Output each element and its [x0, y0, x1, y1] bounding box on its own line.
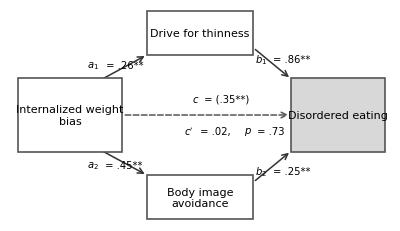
Text: $a_2$: $a_2$ [87, 159, 99, 171]
Text: = .02,: = .02, [197, 127, 234, 137]
Text: $b_1$: $b_1$ [255, 53, 267, 67]
Text: = .26**: = .26** [102, 61, 143, 71]
Text: = .45**: = .45** [102, 160, 143, 170]
Text: Body image
avoidance: Body image avoidance [167, 187, 233, 208]
Text: $a_1$: $a_1$ [87, 60, 99, 72]
FancyBboxPatch shape [147, 12, 253, 55]
Text: = .73: = .73 [254, 127, 285, 137]
Text: $b_2$: $b_2$ [255, 164, 267, 178]
Text: Disordered eating: Disordered eating [288, 110, 388, 121]
FancyBboxPatch shape [147, 176, 253, 219]
FancyBboxPatch shape [18, 79, 122, 152]
Text: = .25**: = .25** [271, 166, 310, 176]
Text: = .86**: = .86** [271, 55, 310, 65]
Text: $c'$: $c'$ [184, 126, 194, 137]
Text: Drive for thinness: Drive for thinness [150, 28, 250, 39]
Text: $c$: $c$ [192, 94, 199, 104]
Text: $p$: $p$ [244, 126, 252, 138]
FancyBboxPatch shape [291, 79, 385, 152]
Text: Internalized weight
bias: Internalized weight bias [16, 105, 124, 126]
Text: = (.35**): = (.35**) [202, 94, 250, 104]
